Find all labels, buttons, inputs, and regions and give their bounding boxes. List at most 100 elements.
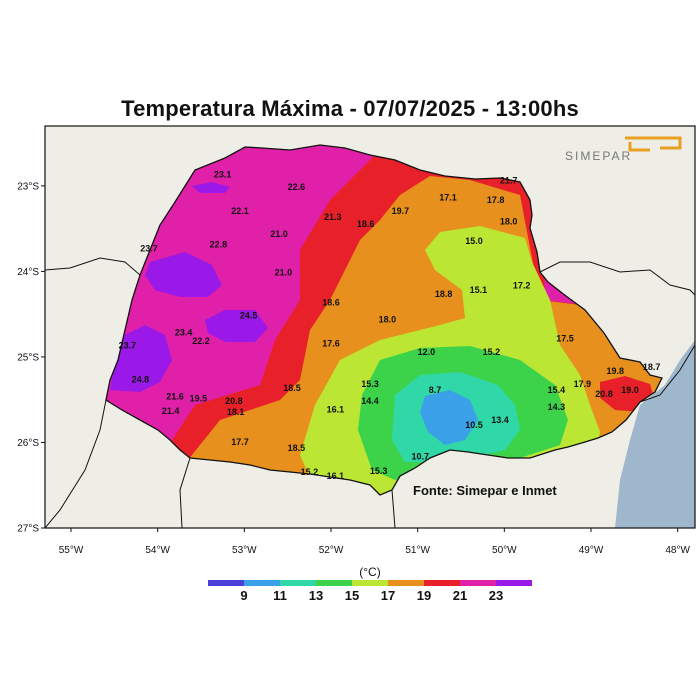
station-value: 18.6 bbox=[357, 219, 375, 229]
argentina-border bbox=[45, 399, 107, 528]
station-value: 21.4 bbox=[162, 406, 180, 416]
station-value: 19.0 bbox=[621, 385, 639, 395]
colorbar: 9 11 13 15 17 19 21 23 bbox=[208, 580, 532, 603]
lat-tick-label: 26°S bbox=[17, 438, 39, 449]
map-title: Temperatura Máxima - 07/07/2025 - 13:00h… bbox=[121, 96, 579, 121]
station-labels: 23.1 22.6 22.1 21.3 18.6 19.7 17.1 17.8 21.7 18.0… bbox=[119, 169, 661, 481]
colorbar-segment bbox=[460, 580, 496, 586]
station-value: 18.0 bbox=[379, 315, 397, 325]
lat-tick-label: 25°S bbox=[17, 352, 39, 363]
station-value: 18.5 bbox=[283, 383, 301, 393]
colorbar-segment bbox=[496, 580, 532, 586]
station-value: 15.0 bbox=[465, 236, 483, 246]
lon-tick-label: 49°W bbox=[579, 545, 604, 556]
colorbar-segment bbox=[208, 580, 244, 586]
colorbar-segment bbox=[316, 580, 352, 586]
zone-11 bbox=[420, 390, 478, 445]
station-value: 19.5 bbox=[190, 393, 208, 403]
station-value: 18.1 bbox=[227, 407, 245, 417]
station-value: 15.2 bbox=[301, 467, 319, 477]
sc-west-border bbox=[179, 457, 191, 528]
station-value: 18.6 bbox=[322, 298, 340, 308]
zone-23-north bbox=[192, 182, 230, 193]
colorbar-label: 23 bbox=[489, 588, 503, 603]
station-value: 16.1 bbox=[327, 471, 345, 481]
colorbar-label: 15 bbox=[345, 588, 359, 603]
logo-mark-icon bbox=[625, 136, 682, 150]
station-value: 20.8 bbox=[595, 389, 613, 399]
station-value: 17.9 bbox=[574, 379, 592, 389]
station-value: 14.4 bbox=[361, 396, 379, 406]
station-value: 8.7 bbox=[429, 385, 442, 395]
station-value: 17.7 bbox=[231, 437, 249, 447]
lat-tick-label: 24°S bbox=[17, 267, 39, 278]
colorbar-segment bbox=[352, 580, 388, 586]
coastline bbox=[639, 344, 695, 403]
station-value: 17.1 bbox=[439, 192, 457, 202]
colorbar-label: 13 bbox=[309, 588, 323, 603]
station-value: 15.4 bbox=[548, 385, 566, 395]
axis-ticks: 23°S 24°S 25°S 26°S 27°S 55°W 54°W 53°W 52°W 51°W… bbox=[17, 181, 690, 556]
station-value: 15.1 bbox=[470, 285, 488, 295]
station-value: 10.7 bbox=[412, 452, 430, 462]
station-value: 21.7 bbox=[500, 175, 518, 185]
colorbar-segment bbox=[388, 580, 424, 586]
station-value: 23.7 bbox=[119, 340, 137, 350]
colorbar-segment bbox=[244, 580, 280, 586]
zone-23-west bbox=[110, 325, 172, 392]
station-value: 17.8 bbox=[487, 195, 505, 205]
lat-tick-label: 27°S bbox=[17, 524, 39, 535]
station-value: 20.8 bbox=[225, 396, 243, 406]
lon-tick-label: 51°W bbox=[405, 545, 430, 556]
station-value: 16.1 bbox=[327, 405, 345, 415]
station-value: 19.8 bbox=[607, 366, 625, 376]
station-value: 22.1 bbox=[231, 206, 249, 216]
map-frame bbox=[44, 125, 696, 529]
sp-border bbox=[539, 261, 695, 296]
colorbar-label: 9 bbox=[240, 588, 247, 603]
parana-border bbox=[105, 144, 663, 496]
station-value: 18.7 bbox=[643, 362, 661, 372]
station-value: 21.0 bbox=[270, 229, 288, 239]
colorbar-label: 17 bbox=[381, 588, 395, 603]
zone-23-center bbox=[205, 310, 268, 342]
colorbar-label: 19 bbox=[417, 588, 431, 603]
station-value: 24.8 bbox=[132, 375, 150, 385]
ms-border bbox=[45, 257, 141, 276]
station-value: 18.5 bbox=[288, 443, 306, 453]
colorbar-units: (°C) bbox=[359, 565, 380, 579]
station-value: 23.7 bbox=[140, 244, 158, 254]
station-value: 21.6 bbox=[166, 392, 184, 402]
station-value: 14.3 bbox=[548, 402, 566, 412]
source-text: Fonte: Simepar e Inmet bbox=[413, 483, 557, 498]
station-value: 22.8 bbox=[210, 239, 228, 249]
lat-tick-label: 23°S bbox=[17, 181, 39, 192]
station-value: 18.0 bbox=[500, 216, 518, 226]
station-value: 15.3 bbox=[370, 466, 388, 476]
station-value: 22.6 bbox=[288, 182, 306, 192]
temperature-field bbox=[106, 145, 662, 495]
station-value: 21.0 bbox=[275, 268, 293, 278]
station-value: 17.5 bbox=[556, 334, 574, 344]
colorbar-label: 21 bbox=[453, 588, 467, 603]
lon-tick-label: 55°W bbox=[59, 545, 84, 556]
colorbar-segment bbox=[280, 580, 316, 586]
logo-text: SIMEPAR bbox=[565, 149, 632, 163]
station-value: 23.4 bbox=[175, 328, 193, 338]
station-value: 17.6 bbox=[322, 339, 340, 349]
sc-border bbox=[391, 489, 396, 528]
lon-tick-label: 48°W bbox=[665, 545, 690, 556]
station-value: 22.2 bbox=[192, 336, 210, 346]
lon-tick-label: 54°W bbox=[145, 545, 170, 556]
station-value: 18.8 bbox=[435, 289, 453, 299]
station-value: 23.1 bbox=[214, 169, 232, 179]
station-value: 13.4 bbox=[491, 415, 509, 425]
lon-tick-label: 50°W bbox=[492, 545, 517, 556]
colorbar-label: 11 bbox=[273, 588, 287, 603]
lon-tick-label: 52°W bbox=[319, 545, 344, 556]
station-value: 24.5 bbox=[240, 310, 258, 320]
station-value: 15.3 bbox=[361, 379, 379, 389]
lon-tick-label: 53°W bbox=[232, 545, 257, 556]
station-value: 21.3 bbox=[324, 212, 342, 222]
